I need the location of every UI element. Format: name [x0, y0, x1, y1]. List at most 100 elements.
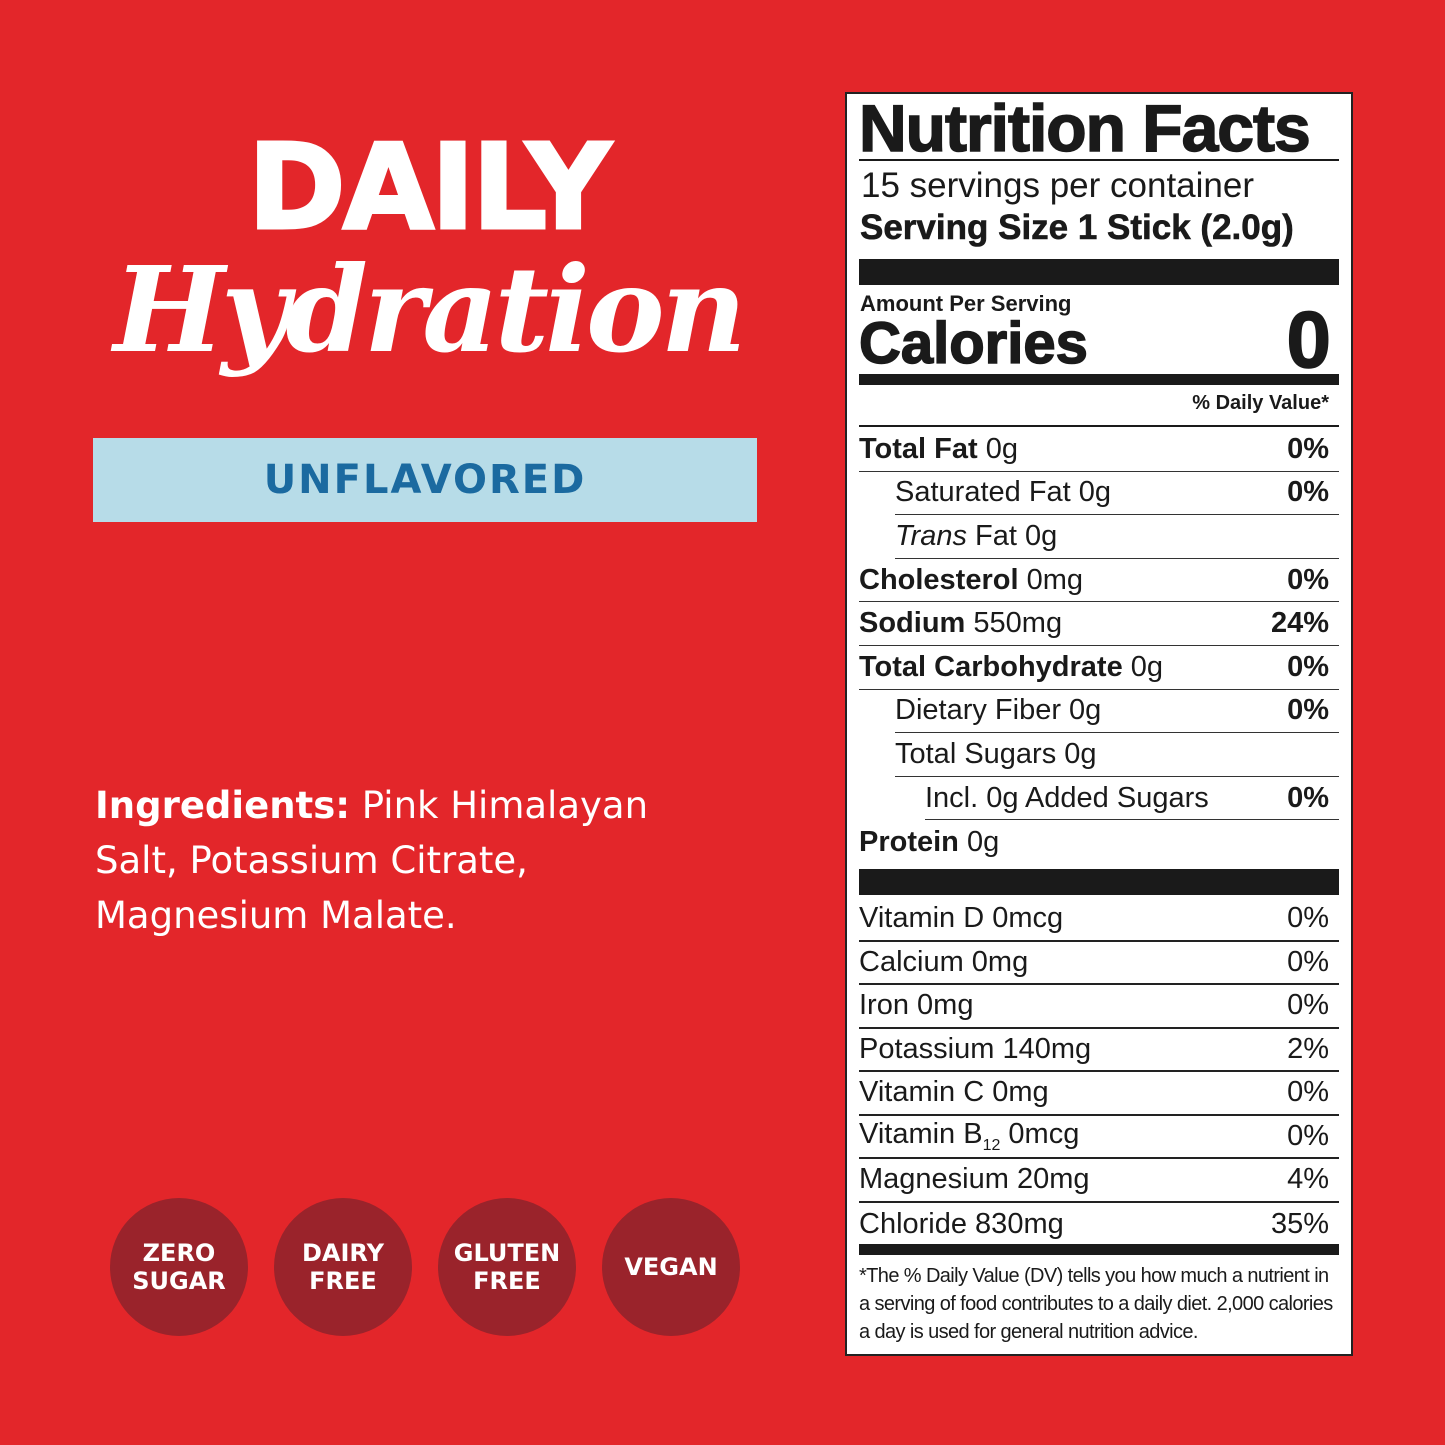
nutrient-dv: 0% [1287, 650, 1329, 683]
nutrient-dv: 0% [1287, 432, 1329, 465]
nutrition-title: Nutrition Facts [858, 90, 1311, 166]
vitamin-label: Iron 0mg [859, 989, 974, 1022]
nutrient-amount: Fat 0g [966, 519, 1058, 552]
nutrient-row: Sodium 550mg 24% [859, 602, 1339, 646]
ingredients-label: Ingredients: [95, 784, 351, 827]
nutrient-dv: 0% [1287, 694, 1329, 727]
nutrient-row: Incl. 0g Added Sugars 0% [925, 777, 1339, 821]
nutrient-label: Incl. 0g Added Sugars [925, 781, 1209, 814]
nutrient-name: Cholesterol 0mg [859, 564, 1083, 597]
nutrient-row: Total Fat 0g 0% [859, 428, 1339, 472]
vitamin-dv: 2% [1287, 1032, 1329, 1065]
divider [859, 425, 1339, 427]
vitamin-row: Iron 0mg 0% [859, 985, 1339, 1029]
vitamin-dv: 0% [1287, 945, 1329, 978]
nutrient-label: Cholesterol [859, 563, 1019, 596]
vitamin-name: Vitamin D 0mcg [859, 902, 1063, 935]
vitamin-name: Vitamin B12 0mcg [859, 1118, 1079, 1155]
servings-per-container: 15 servings per container [861, 166, 1254, 205]
nutrient-dv: 0% [1287, 476, 1329, 509]
nutrient-amount: 0g [1070, 476, 1112, 509]
vitamin-label: Chloride 830mg [859, 1207, 1064, 1240]
vitamin-row: Potassium 140mg 2% [859, 1029, 1339, 1072]
nutrient-row: Protein 0g [859, 820, 1339, 864]
thick-divider [859, 259, 1339, 285]
vitamin-row: Vitamin C 0mg 0% [859, 1072, 1339, 1116]
vitamin-row: Vitamin D 0mcg 0% [859, 898, 1339, 942]
divider [859, 159, 1339, 161]
nutrient-amount: 0g [977, 432, 1019, 465]
nutrient-label: Saturated Fat [895, 476, 1071, 509]
vitamin-dv: 0% [1287, 1076, 1329, 1109]
nutrient-name: Total Carbohydrate 0g [859, 651, 1163, 684]
ingredients: Ingredients: Pink Himalayan Salt, Potass… [95, 778, 715, 943]
calories-value: 0 [1286, 294, 1332, 385]
serving-size: Serving Size 1 Stick (2.0g) [860, 208, 1294, 248]
nutrient-dv: 0% [1287, 563, 1329, 596]
nutrition-facts-label: Nutrition Facts 15 servings per containe… [845, 90, 1353, 1356]
daily-value-header: % Daily Value* [1192, 392, 1329, 414]
vitamin-name: Chloride 830mg [859, 1208, 1064, 1241]
nutrient-name: Trans Fat 0g [895, 520, 1057, 553]
nutrient-label: Sodium [859, 607, 966, 640]
nutrient-label: Dietary Fiber [895, 694, 1061, 727]
ingredients-text: Pink Himalayan Salt, Potassium Citrate, … [95, 784, 649, 937]
nutrient-label: Total Fat [859, 432, 978, 465]
vitamin-row: Magnesium 20mg 4% [859, 1159, 1339, 1203]
vitamin-label: Magnesium 20mg [859, 1163, 1090, 1196]
nutrient-row: Dietary Fiber 0g 0% [895, 690, 1339, 734]
footnote: *The % Daily Value (DV) tells you how mu… [859, 1265, 1333, 1343]
brand-hydration: Hydration [113, 240, 746, 379]
vitamin-dv: 4% [1287, 1163, 1329, 1196]
thick-divider [859, 374, 1339, 385]
vitamin-label: Potassium 140mg [859, 1032, 1092, 1065]
nutrient-amount: 0g [1061, 694, 1102, 727]
nutrient-name: Saturated Fat 0g [895, 476, 1111, 509]
nutrient-amount: 0g [1122, 650, 1164, 683]
vitamin-dv: 0% [1287, 989, 1329, 1022]
vitamin-name: Calcium 0mg [859, 946, 1028, 979]
nutrient-name: Total Sugars 0g [895, 738, 1097, 771]
vitamin-label: Vitamin C 0mg [859, 1076, 1049, 1109]
nutrient-row: Cholesterol 0mg 0% [859, 559, 1339, 603]
vitamin-label: Vitamin B [859, 1117, 983, 1150]
vitamin-amount: 0mcg [1000, 1117, 1080, 1150]
vitamin-name: Magnesium 20mg [859, 1163, 1090, 1196]
nutrient-label: Total Sugars [895, 737, 1057, 770]
amount-per-serving: Amount Per Serving [860, 291, 1072, 316]
nutrient-amount: 0g [1056, 737, 1097, 770]
nutrient-row: Trans Fat 0g [895, 515, 1339, 559]
vitamin-dv: 35% [1270, 1207, 1329, 1240]
nutrient-label: Total Carbohydrate [859, 650, 1123, 683]
badge-gluten-free: GLUTEN FREE [438, 1198, 576, 1336]
nutrient-name: Incl. 0g Added Sugars [925, 782, 1209, 815]
badge-dairy-free: DAIRY FREE [274, 1198, 412, 1336]
nutrient-amount: 0g [958, 825, 1000, 858]
vitamin-name: Iron 0mg [859, 989, 973, 1022]
nutrient-row: Total Carbohydrate 0g 0% [859, 646, 1339, 690]
vitamin-subscript: 12 [982, 1136, 1001, 1154]
flavor-label: UNFLAVORED [263, 457, 587, 503]
nutrient-amount: 0mg [1018, 563, 1084, 596]
nutrient-label: Protein [859, 825, 959, 858]
nutrient-dv: 24% [1270, 607, 1329, 640]
badge-vegan: VEGAN [602, 1198, 740, 1336]
vitamin-name: Vitamin C 0mg [859, 1076, 1049, 1109]
calories-label: Calories [858, 310, 1088, 377]
brand-daily: DAILY [246, 117, 612, 258]
nutrient-amount: 550mg [965, 607, 1063, 640]
vitamin-row: Chloride 830mg 35% [859, 1203, 1339, 1247]
nutrient-name: Total Fat 0g [859, 433, 1018, 466]
nutrient-name: Protein 0g [859, 826, 999, 859]
vitamin-row: Vitamin B12 0mcg 0% [859, 1116, 1339, 1159]
vitamin-dv: 0% [1287, 1119, 1329, 1152]
thick-divider [859, 869, 1339, 895]
vitamin-dv: 0% [1287, 902, 1329, 935]
flavor-banner: UNFLAVORED [93, 438, 757, 522]
nutrient-name: Sodium 550mg [859, 607, 1062, 640]
nutrient-row: Total Sugars 0g [895, 733, 1339, 777]
vitamin-label: Vitamin D 0mcg [859, 902, 1064, 935]
vitamin-label: Calcium 0mg [859, 945, 1029, 978]
nutrient-dv: 0% [1287, 781, 1329, 814]
nutrient-label: Trans [895, 519, 967, 552]
